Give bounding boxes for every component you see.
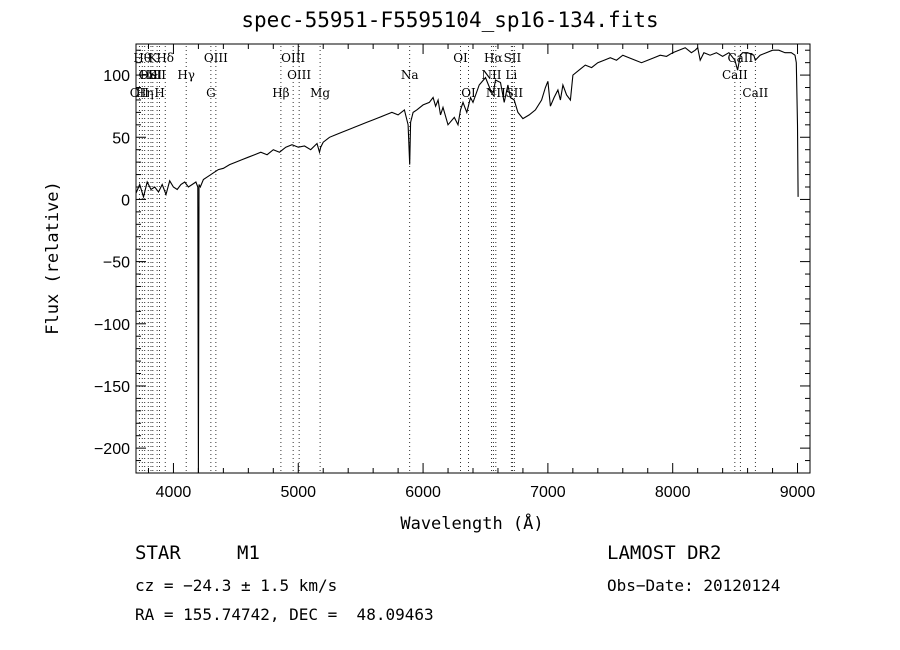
survey-label: LAMOST DR2 xyxy=(607,542,722,564)
coords-label: RA = 155.74742, DEC = 48.09463 xyxy=(135,605,434,624)
spectral-line-label: Hα xyxy=(484,51,503,65)
x-tick-label: 7000 xyxy=(530,484,566,501)
x-tick-label: 4000 xyxy=(156,484,192,501)
y-tick-label: −200 xyxy=(94,441,130,458)
spectral-line-label: CaII xyxy=(742,86,768,100)
spectral-line-label: CaII xyxy=(727,51,753,65)
spectral-lines-layer: OIIHθHηOIIHeIKSIIHHδHγGOIIIHβOIIIOIIIMgN… xyxy=(130,46,768,473)
spectrum-series-line xyxy=(135,46,799,474)
x-tick-label: 9000 xyxy=(780,484,816,501)
x-axis-label: Wavelength (Å) xyxy=(400,512,543,534)
spectral-line-label: Hδ xyxy=(156,51,174,65)
spectral-line-label: OIII xyxy=(287,68,311,82)
spectral-line-label: Hγ xyxy=(177,68,195,82)
spectral-line-label: Hθ xyxy=(133,51,151,65)
spectral-line-label: OIII xyxy=(281,51,305,65)
spectral-line-label: Hβ xyxy=(272,86,289,100)
spectral-line-label: Mg xyxy=(310,86,330,100)
y-tick-label: 100 xyxy=(103,68,130,85)
spectral-line-label: OI xyxy=(461,86,476,100)
spectral-line-label: SII xyxy=(504,51,522,65)
spectral-line-label: Li xyxy=(505,68,517,82)
y-tick-label: −100 xyxy=(94,317,130,334)
spectral-line-label: OIII xyxy=(204,51,228,65)
obs-date-label: Obs−Date: 20120124 xyxy=(607,576,781,595)
x-tick-label: 5000 xyxy=(280,484,316,501)
spectral-line-label: CaII xyxy=(722,68,748,82)
spectral-line-label: OI xyxy=(453,51,468,65)
chart-title: spec-55951-F5595104_sp16-134.fits xyxy=(241,8,659,32)
spectral-line-label: OII xyxy=(130,86,150,100)
axes-layer: 4000 5000 6000 7000 8000 9000 −200 −150 −100 −50 0… xyxy=(94,43,816,501)
spectral-line-label: SII xyxy=(148,68,166,82)
spectral-line-label: G xyxy=(206,86,216,100)
spectral-line-label: H xyxy=(154,86,164,100)
spectral-line-label: OII xyxy=(139,68,159,82)
y-tick-label: −50 xyxy=(103,255,130,272)
spectral-line-label: K xyxy=(148,51,158,65)
subclass-label: M1 xyxy=(237,542,260,564)
spectral-line-label: NII xyxy=(481,68,501,82)
y-tick-label: 0 xyxy=(121,192,130,209)
spectral-line-label: Na xyxy=(401,68,419,82)
y-axis-label: Flux (relative) xyxy=(43,181,63,335)
x-tick-label: 6000 xyxy=(405,484,441,501)
spectral-line-label: Hη xyxy=(136,86,154,100)
class-label: STAR xyxy=(135,542,181,564)
plot-frame xyxy=(135,43,811,474)
x-tick-label: 8000 xyxy=(655,484,691,501)
y-tick-label: 50 xyxy=(112,130,130,147)
y-tick-label: −150 xyxy=(94,379,130,396)
series-layer xyxy=(135,46,799,474)
cz-label: cz = −24.3 ± 1.5 km/s xyxy=(135,576,338,595)
spectral-line-label: NII xyxy=(486,86,506,100)
